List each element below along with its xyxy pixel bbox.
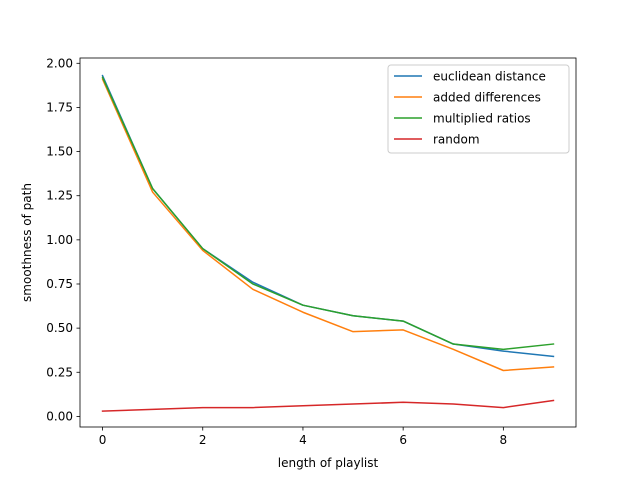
y-tick-label: 0.25 xyxy=(46,365,73,379)
series-line-added-differences xyxy=(101,78,555,372)
series-line-random xyxy=(101,399,555,412)
y-axis-label: smoothness of path xyxy=(20,183,34,302)
legend-label: random xyxy=(433,133,480,147)
legend-label: euclidean distance xyxy=(433,70,546,84)
x-tick-label: 4 xyxy=(299,433,307,447)
x-tick-label: 6 xyxy=(399,433,407,447)
legend: euclidean distance added differences multi… xyxy=(387,64,570,154)
y-tick-label: 0.75 xyxy=(46,277,73,291)
y-tick-label: 1.75 xyxy=(46,100,73,114)
legend-box xyxy=(387,64,570,154)
x-tick-label: 0 xyxy=(99,433,107,447)
x-axis-label: length of playlist xyxy=(278,456,379,470)
axes-frame xyxy=(79,57,577,428)
y-tick-label: 2.00 xyxy=(46,56,73,70)
legend-label: added differences xyxy=(433,91,541,105)
y-tick-label: 1.00 xyxy=(46,233,73,247)
x-tick-label: 8 xyxy=(500,433,508,447)
y-tick-label: 0.00 xyxy=(46,409,73,423)
y-tick-label: 1.25 xyxy=(46,189,73,203)
series-line-multiplied-ratios xyxy=(101,76,555,351)
x-tick-label: 2 xyxy=(199,433,207,447)
y-tick-label: 0.50 xyxy=(46,321,73,335)
legend-label: multiplied ratios xyxy=(433,112,531,126)
y-tick-label: 1.50 xyxy=(46,145,73,159)
